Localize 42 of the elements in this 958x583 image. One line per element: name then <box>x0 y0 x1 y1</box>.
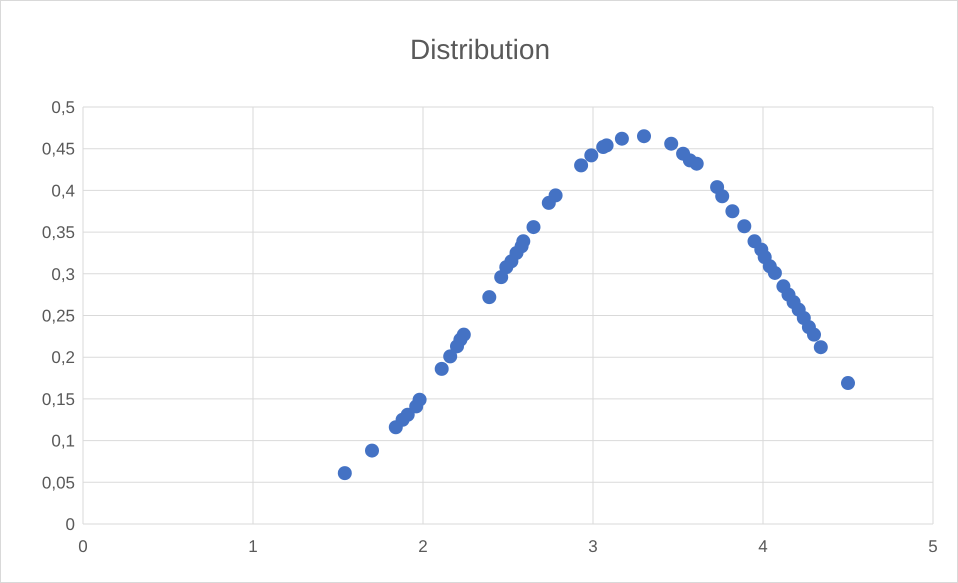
point <box>526 220 540 234</box>
point <box>841 376 855 390</box>
y-tick-label: 0,3 <box>51 264 75 284</box>
point <box>814 340 828 354</box>
y-tick-label: 0,05 <box>42 473 75 492</box>
point <box>365 444 379 458</box>
point <box>443 349 458 364</box>
point <box>637 129 651 144</box>
x-tick-label: 2 <box>418 537 428 556</box>
y-tick-label: 0,35 <box>42 223 75 242</box>
y-tick-label: 0,45 <box>42 140 75 159</box>
point <box>456 328 471 342</box>
y-tick-label: 0,15 <box>42 390 75 409</box>
y-tick-label: 0,2 <box>51 348 75 368</box>
point <box>690 156 704 171</box>
point <box>614 132 629 146</box>
point <box>482 290 496 304</box>
x-tick-label: 3 <box>588 537 598 556</box>
x-tick-label: 5 <box>928 537 938 556</box>
y-tick-label: 0,5 <box>51 98 75 118</box>
x-tick-label: 0 <box>78 537 88 556</box>
x-tick-label: 4 <box>758 537 768 556</box>
point <box>737 219 752 234</box>
y-tick-label: 0,1 <box>51 432 75 451</box>
point <box>600 138 614 152</box>
y-tick-label: 0,25 <box>42 306 75 326</box>
point <box>664 136 678 151</box>
point <box>584 148 598 162</box>
point <box>434 362 449 376</box>
point <box>338 466 352 480</box>
x-tick-label: 1 <box>248 537 258 556</box>
y-tick-label: 0 <box>66 515 75 534</box>
y-tick-label: 0,4 <box>51 181 75 200</box>
point <box>807 328 821 342</box>
point <box>574 158 588 172</box>
chart-title: Distribution <box>408 34 552 66</box>
point <box>400 408 415 422</box>
point <box>725 204 740 218</box>
point <box>715 189 730 204</box>
point <box>768 266 782 280</box>
point <box>412 392 427 407</box>
point <box>548 188 563 202</box>
